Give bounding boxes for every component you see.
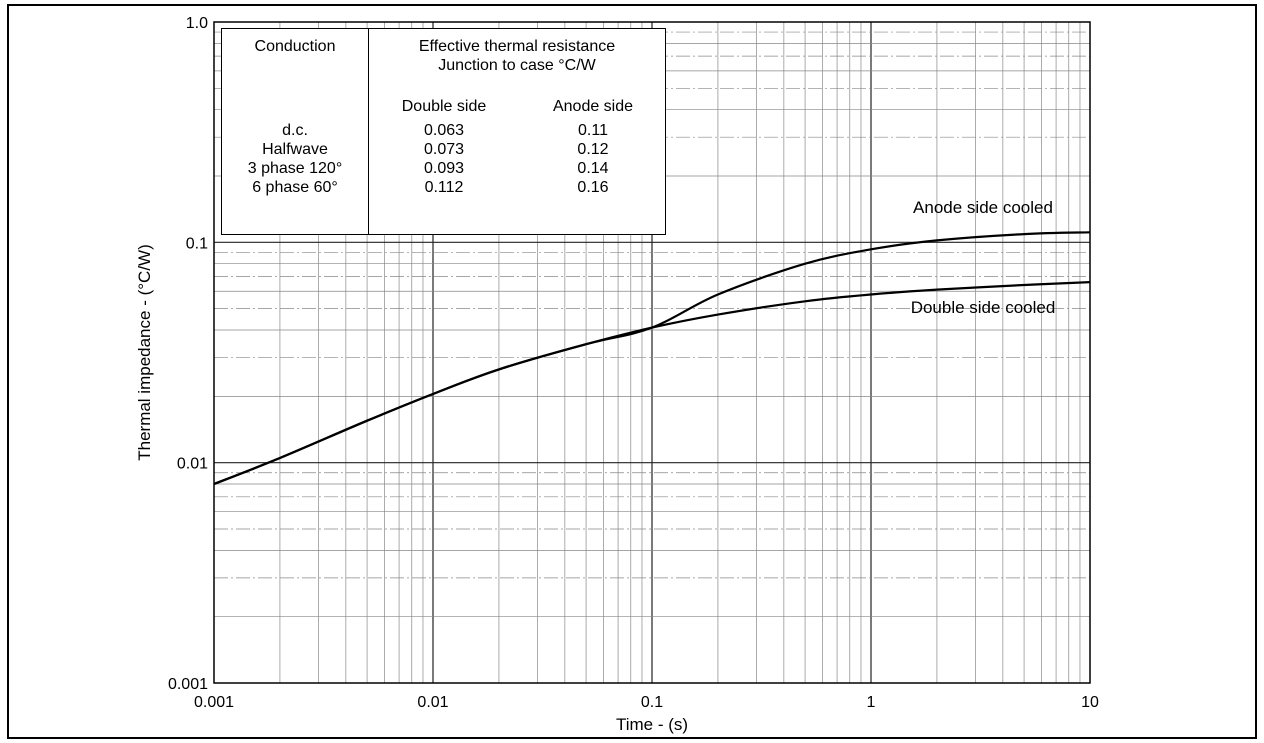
y-tick-label: 0.001 bbox=[168, 676, 208, 693]
table-cell-double: 0.063 bbox=[423, 122, 465, 139]
x-tick-label: 1 bbox=[867, 694, 876, 711]
table-cell-anode: 0.11 bbox=[578, 122, 608, 139]
table-column-divider bbox=[368, 29, 369, 234]
thermal-resistance-table: Conduction Effective thermal resistance … bbox=[221, 28, 666, 235]
table-conduction-list: d.c. Halfwave 3 phase 120° 6 phase 60° bbox=[222, 121, 368, 197]
table-row-conduction: d.c. bbox=[282, 122, 308, 139]
table-cell-double: 0.112 bbox=[424, 179, 464, 196]
table-col-double-side: Double side bbox=[401, 98, 487, 115]
x-tick-label: 0.001 bbox=[194, 694, 234, 711]
y-axis-title: Thermal impedance - (°C/W) bbox=[135, 244, 154, 461]
curve-double-side-cooled bbox=[213, 281, 1091, 486]
table-cell-double: 0.093 bbox=[423, 160, 465, 177]
table-row-conduction: 6 phase 60° bbox=[252, 179, 338, 196]
table-anode-side-values: 0.11 0.12 0.14 0.16 bbox=[519, 121, 667, 197]
table-col-anode-side: Anode side bbox=[552, 98, 634, 115]
table-cell-anode: 0.12 bbox=[577, 141, 609, 158]
table-row-conduction: Halfwave bbox=[262, 141, 328, 158]
curve-label-anode-side-cooled: Anode side cooled bbox=[913, 198, 1053, 217]
x-tick-label: 0.1 bbox=[641, 694, 663, 711]
y-tick-label: 1.0 bbox=[186, 15, 208, 32]
y-tick-labels: 0.001 0.01 0.1 1.0 bbox=[168, 15, 208, 693]
table-header-conduction: Conduction bbox=[254, 38, 336, 55]
x-tick-label: 10 bbox=[1081, 694, 1099, 711]
table-cell-double: 0.073 bbox=[423, 141, 465, 158]
table-row-conduction: 3 phase 120° bbox=[247, 160, 343, 177]
table-double-side-values: 0.063 0.073 0.093 0.112 bbox=[369, 121, 519, 197]
table-cell-anode: 0.16 bbox=[577, 179, 609, 196]
x-axis-title: Time - (s) bbox=[616, 715, 688, 734]
table-header-resistance-line2: Junction to case °C/W bbox=[438, 57, 596, 74]
y-tick-label: 0.01 bbox=[177, 456, 208, 473]
chart-frame bbox=[7, 4, 1257, 739]
y-tick-label: 0.1 bbox=[186, 235, 208, 252]
curves bbox=[213, 231, 1091, 486]
table-header-resistance: Effective thermal resistance Junction to… bbox=[369, 37, 665, 75]
curve-label-double-side-cooled: Double side cooled bbox=[911, 298, 1056, 317]
x-tick-labels: 0.001 0.01 0.1 1 10 bbox=[194, 694, 1099, 711]
plot-border bbox=[213, 21, 1091, 684]
table-cell-anode: 0.14 bbox=[577, 160, 609, 177]
table-header-resistance-line1: Effective thermal resistance bbox=[418, 38, 616, 55]
x-tick-label: 0.01 bbox=[417, 694, 448, 711]
